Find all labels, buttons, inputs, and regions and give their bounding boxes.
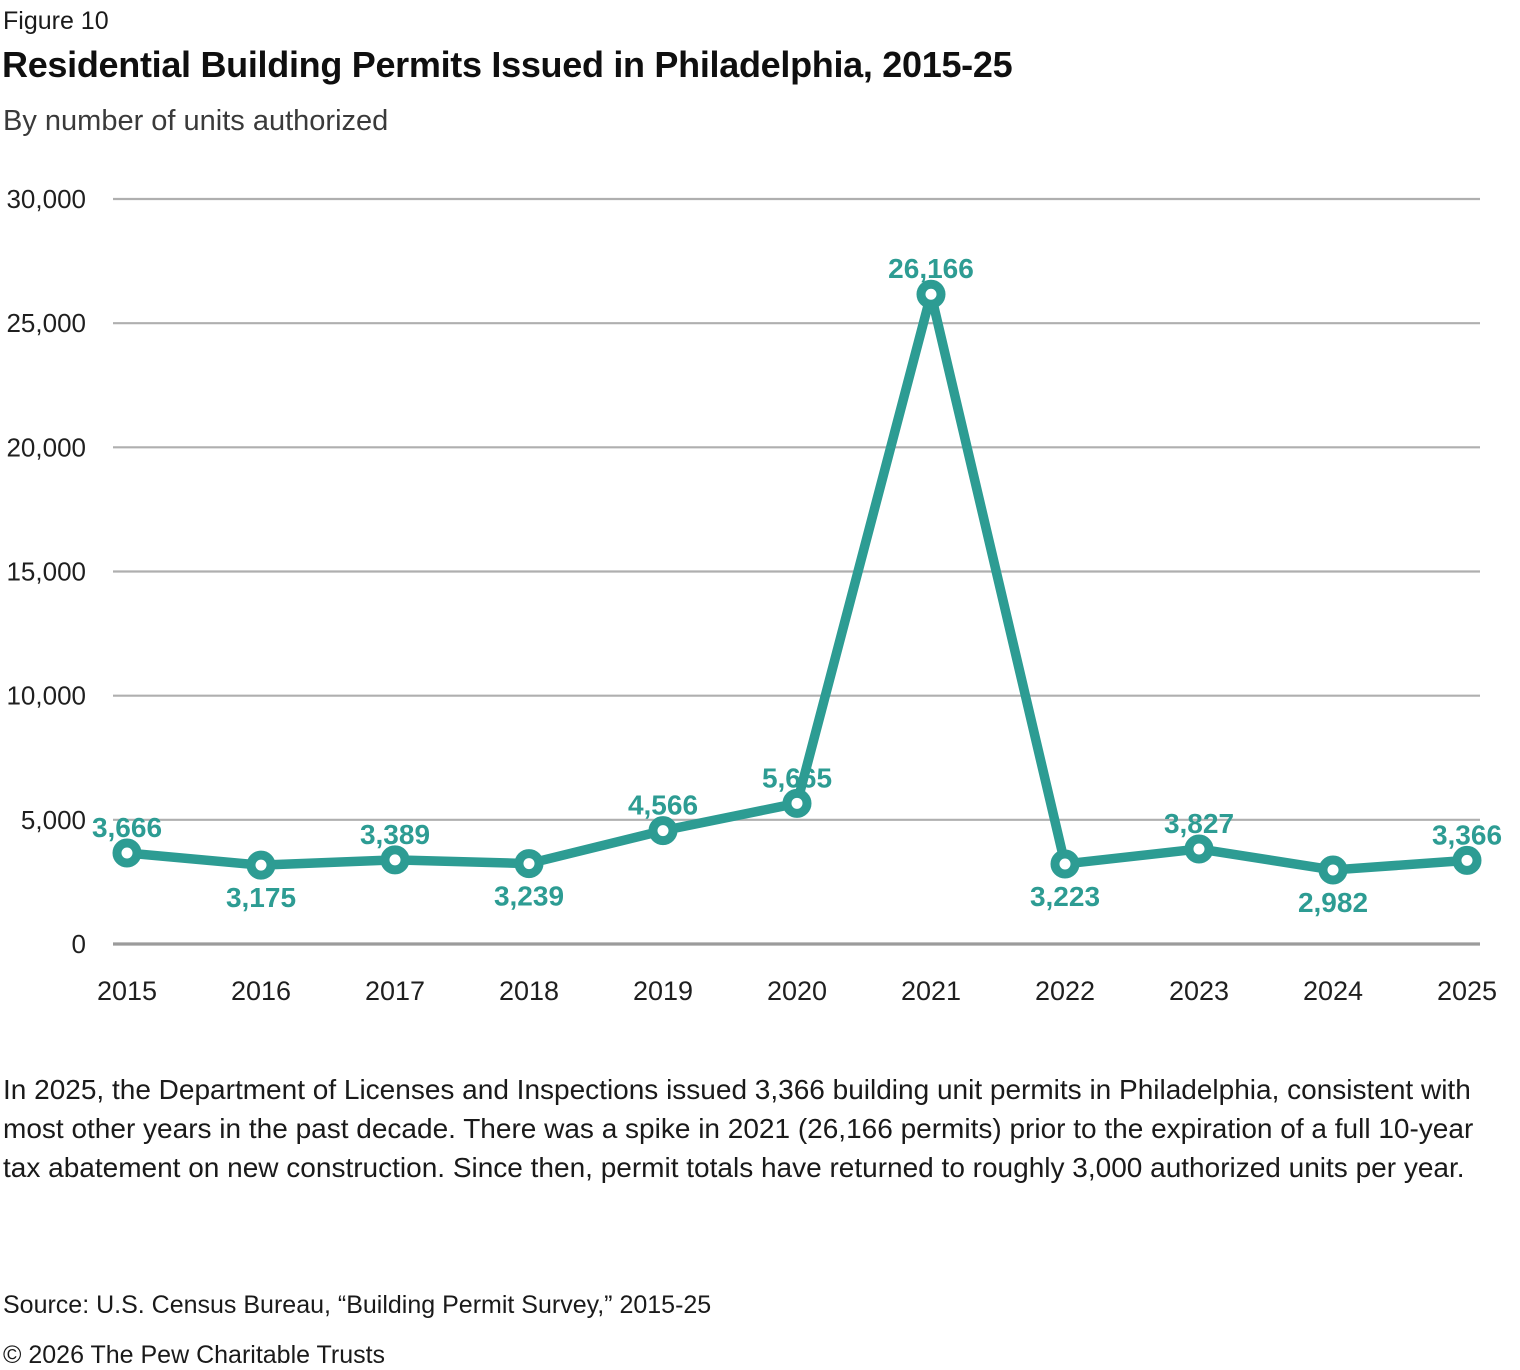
x-tick-label: 2020 [767, 976, 827, 1006]
x-tick-label: 2025 [1437, 976, 1497, 1006]
data-point-marker [246, 850, 276, 880]
data-point-marker [916, 279, 946, 309]
data-point-marker [1452, 845, 1482, 875]
data-point-label: 3,223 [1030, 881, 1100, 912]
x-tick-label: 2015 [97, 976, 157, 1006]
x-tick-label: 2022 [1035, 976, 1095, 1006]
y-tick-label: 5,000 [21, 805, 86, 835]
x-tick-label: 2017 [365, 976, 425, 1006]
x-tick-label: 2024 [1303, 976, 1363, 1006]
data-point-marker [112, 838, 142, 868]
chart-title: Residential Building Permits Issued in P… [2, 44, 1013, 85]
data-point-label: 26,166 [888, 253, 974, 284]
data-point-label: 3,175 [226, 882, 296, 913]
data-point-label: 4,566 [628, 790, 698, 821]
line-chart: 0 5,000 10,000 15,000 20,000 25,000 30,000 2015… [6, 184, 1502, 1006]
data-point-label: 2,982 [1298, 887, 1368, 918]
data-point-marker [380, 845, 410, 875]
y-tick-label: 30,000 [6, 184, 86, 214]
data-point-label: 3,827 [1164, 808, 1234, 839]
data-point-marker [514, 849, 544, 879]
copyright-note: © 2026 The Pew Charitable Trusts [3, 1341, 386, 1369]
data-point-marker [782, 788, 812, 818]
y-tick-label: 0 [72, 929, 86, 959]
y-tick-label: 10,000 [6, 681, 86, 711]
data-point-marker [648, 816, 678, 846]
x-tick-label: 2018 [499, 976, 559, 1006]
data-point-label: 5,665 [762, 762, 832, 793]
x-tick-label: 2019 [633, 976, 693, 1006]
y-tick-label: 25,000 [6, 308, 86, 338]
x-tick-label: 2016 [231, 976, 291, 1006]
data-point-label: 3,239 [494, 881, 564, 912]
data-point-label: 3,366 [1432, 819, 1502, 850]
y-tick-label: 20,000 [6, 432, 86, 462]
chart-subtitle: By number of units authorized [3, 105, 389, 137]
data-point-marker [1184, 834, 1214, 864]
data-point-marker [1318, 855, 1348, 885]
source-note: Source: U.S. Census Bureau, “Building Pe… [3, 1291, 712, 1319]
figure-caption: In 2025, the Department of Licenses and … [3, 1074, 1474, 1183]
data-point-label: 3,666 [92, 812, 162, 843]
data-point-marker [1050, 849, 1080, 879]
x-tick-label: 2023 [1169, 976, 1229, 1006]
data-point-label: 3,389 [360, 819, 430, 850]
y-tick-label: 15,000 [6, 557, 86, 587]
x-tick-label: 2021 [901, 976, 961, 1006]
figure-number: Figure 10 [3, 7, 109, 35]
